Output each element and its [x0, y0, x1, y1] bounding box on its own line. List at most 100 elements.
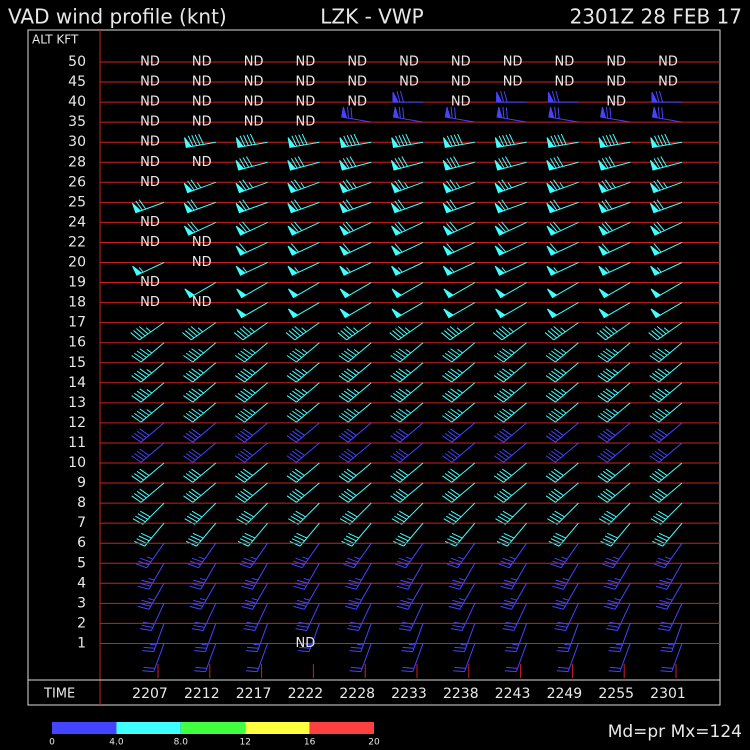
y-tick-label: 28	[68, 154, 86, 170]
wind-barb	[544, 322, 579, 341]
wind-barb	[338, 342, 372, 363]
wind-barb	[235, 221, 268, 236]
wind-barb	[390, 442, 424, 463]
y-tick-label: 4	[77, 575, 86, 591]
y-tick-label: 5	[77, 555, 86, 571]
wind-barb	[234, 342, 268, 363]
wind-barb	[655, 583, 683, 610]
wind-barb	[349, 623, 372, 653]
y-tick-label: 13	[68, 395, 86, 411]
wind-barb	[604, 583, 631, 610]
chart-title: VAD wind profile (knt)	[8, 5, 227, 29]
wind-barb	[183, 382, 217, 403]
wind-barb	[446, 542, 476, 569]
wind-barb	[442, 402, 476, 423]
wind-barb	[241, 563, 269, 590]
wind-barb	[235, 262, 268, 276]
wind-barb	[495, 282, 527, 299]
wind-barb	[597, 382, 631, 403]
wind-barb	[546, 179, 579, 194]
wind-barb	[657, 603, 683, 632]
wind-barb	[598, 241, 631, 256]
wind-barb	[598, 221, 631, 236]
no-data: ND	[399, 55, 419, 70]
wind-barb	[286, 402, 320, 423]
wind-barb	[341, 522, 372, 547]
wind-barb	[131, 462, 165, 483]
wind-barb	[443, 502, 476, 525]
wind-barb	[339, 502, 372, 525]
wind-barb	[390, 422, 424, 443]
wind-barb	[545, 382, 579, 403]
wind-barb	[339, 156, 372, 171]
wind-barb	[649, 382, 683, 403]
wind-barb	[598, 133, 631, 148]
no-data: ND	[140, 115, 160, 130]
no-data: ND	[244, 115, 264, 130]
colorbar-tick-label: 0	[49, 738, 55, 748]
wind-barb	[243, 603, 269, 632]
wind-barb	[602, 542, 631, 569]
wind-barb	[338, 422, 372, 443]
y-tick-label: 45	[68, 74, 86, 90]
y-tick-label: 30	[68, 134, 86, 150]
wind-barb	[237, 522, 268, 547]
wind-barb	[442, 221, 476, 236]
wind-barb	[345, 583, 372, 610]
no-data: ND	[451, 55, 471, 70]
no-data: ND	[140, 135, 160, 150]
y-tick-label: 40	[68, 94, 86, 110]
no-data: ND	[296, 55, 316, 70]
wind-barb	[545, 482, 579, 503]
wind-barb	[391, 262, 424, 276]
wind-barb	[546, 133, 579, 148]
no-data: ND	[192, 115, 212, 130]
wind-barb	[391, 302, 424, 319]
colorbar-tick-label: 20	[368, 738, 380, 748]
wind-barb	[493, 362, 527, 383]
wind-barb	[183, 221, 217, 236]
y-tick-label: 3	[77, 595, 86, 611]
wind-barb	[545, 442, 579, 463]
no-data: ND	[140, 155, 160, 170]
wind-barb	[598, 502, 631, 525]
wind-barb	[390, 342, 424, 363]
y-tick-label: 12	[68, 415, 86, 431]
wind-barb	[291, 542, 320, 569]
wind-barb	[493, 442, 527, 463]
wind-barb	[390, 462, 424, 483]
wind-barb	[287, 302, 320, 319]
wind-barb	[137, 563, 165, 590]
wind-barb	[597, 482, 631, 503]
wind-barb	[338, 382, 372, 403]
wind-barb	[606, 603, 631, 632]
wind-barb	[338, 402, 372, 423]
frame	[27, 29, 721, 706]
wind-barb	[287, 156, 320, 171]
no-data: ND	[140, 275, 160, 290]
wind-barb	[442, 462, 476, 483]
wind-barb	[245, 643, 269, 673]
wind-barb	[651, 106, 683, 123]
no-data: ND	[140, 215, 160, 230]
wind-barb	[546, 156, 579, 171]
wind-barb	[183, 342, 217, 363]
y-tick-label: 9	[77, 475, 86, 491]
wind-barb	[442, 156, 475, 171]
wind-barb	[287, 221, 320, 236]
wind-barb	[233, 322, 268, 341]
wind-barb	[443, 302, 476, 319]
wind-barb	[288, 502, 320, 525]
wind-barb	[548, 522, 579, 547]
y-tick-label: 1	[77, 635, 86, 651]
wind-barb	[649, 402, 683, 423]
no-data: ND	[606, 95, 626, 110]
wind-barb	[234, 462, 268, 483]
wind-barb	[498, 542, 528, 569]
wind-barb	[442, 482, 476, 503]
y-tick-label: 24	[68, 214, 86, 230]
wind-barb	[442, 342, 476, 363]
colorbar-tick-label: 16	[304, 738, 316, 748]
wind-barb	[286, 422, 320, 443]
wind-barb	[339, 302, 372, 319]
